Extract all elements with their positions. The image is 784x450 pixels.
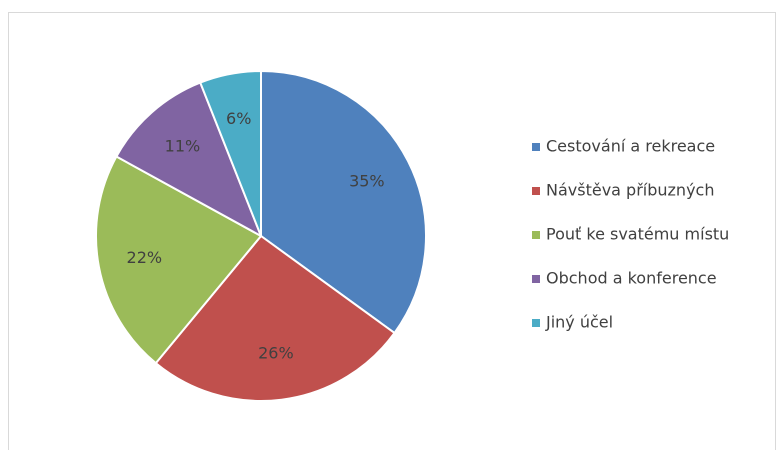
pie-slice (154, 234, 396, 402)
pie-slice (115, 81, 263, 239)
legend-swatch (532, 187, 540, 195)
data-label: 11% (165, 136, 201, 155)
legend-swatch (532, 231, 540, 239)
pie-slice (260, 69, 427, 335)
legend-label: Jiný účel (545, 313, 613, 332)
data-label: 6% (226, 109, 251, 128)
data-label: 35% (349, 172, 385, 191)
legend-label: Pouť ke svatému místu (546, 225, 729, 244)
data-label: 26% (258, 343, 294, 362)
legend-label: Obchod a konference (546, 269, 717, 288)
pie-slice (198, 69, 262, 237)
legend-swatch (532, 275, 540, 283)
pie-slice (95, 155, 263, 365)
legend-swatch (532, 319, 540, 327)
legend-label: Návštěva příbuzných (546, 181, 714, 200)
legend-swatch (532, 143, 540, 151)
data-label: 22% (127, 248, 163, 267)
legend-label: Cestování a rekreace (546, 137, 715, 156)
